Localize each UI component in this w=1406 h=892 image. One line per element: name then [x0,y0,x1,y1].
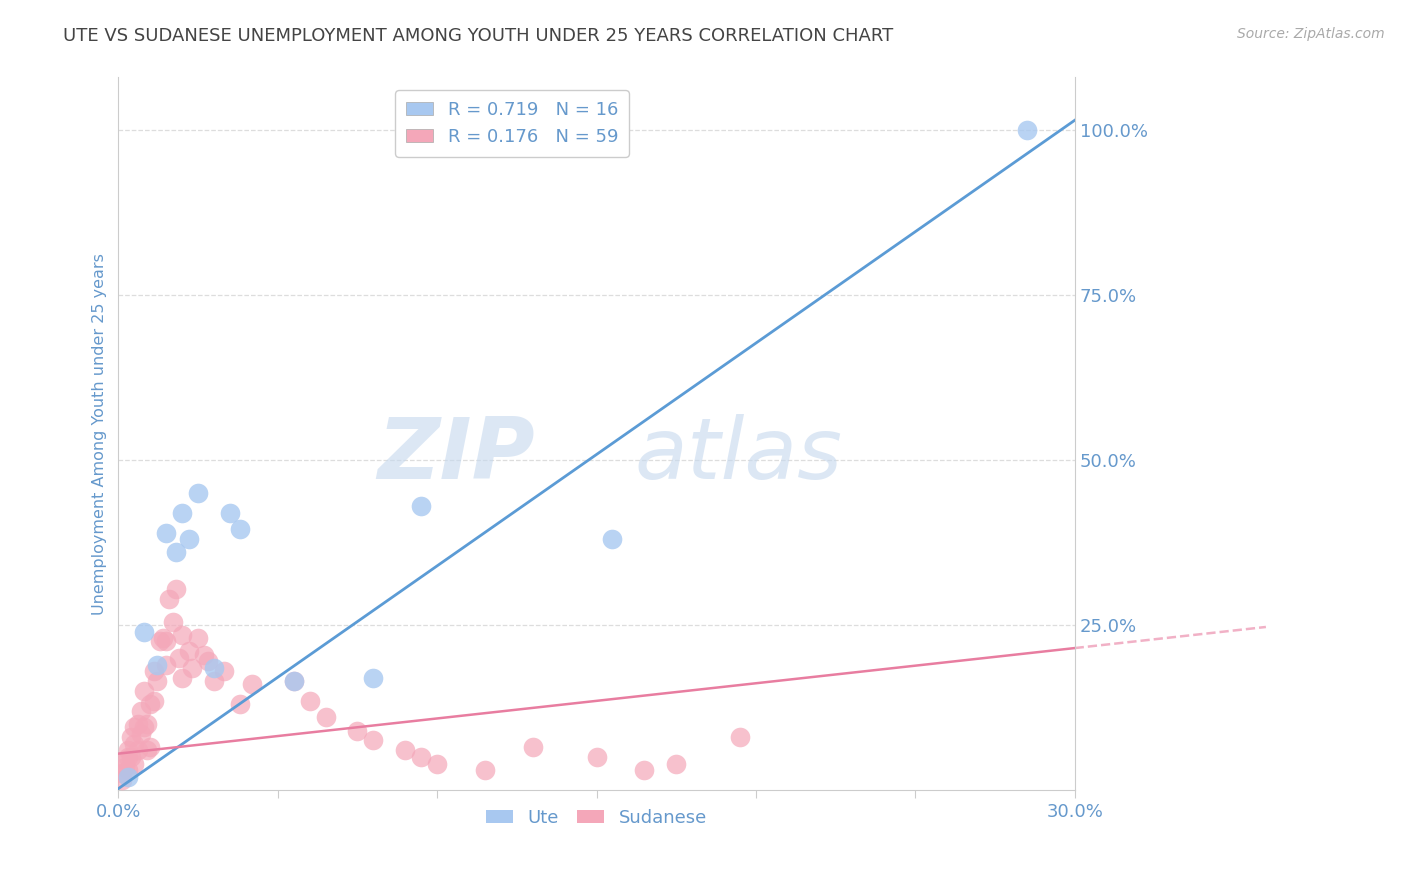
Point [240,677,263,691]
Point [111,772,134,787]
Point [142,664,165,678]
Point [522,739,544,754]
Point [152,631,174,645]
Point [426,756,449,771]
Point [411,500,433,514]
Point [111,766,134,780]
Point [155,657,177,672]
Point [155,634,177,648]
Point [124,756,146,771]
Point [761,795,783,809]
Point [228,522,250,536]
Point [177,533,200,547]
Point [120,750,142,764]
Point [117,763,139,777]
Point [212,664,235,678]
Point [202,661,225,675]
Point [165,545,187,559]
Point [162,615,184,629]
Point [172,506,194,520]
Point [132,624,155,639]
Point [394,743,416,757]
Point [1015,123,1038,137]
Point [219,506,242,520]
Point [120,730,142,744]
Text: UTE VS SUDANESE UNEMPLOYMENT AMONG YOUTH UNDER 25 YEARS CORRELATION CHART: UTE VS SUDANESE UNEMPLOYMENT AMONG YOUTH… [63,27,894,45]
Point [142,694,165,708]
Point [149,634,172,648]
Point [136,743,159,757]
Point [145,674,167,689]
Point [172,628,194,642]
Point [585,750,607,764]
Point [283,674,305,689]
Point [129,704,152,718]
Point [197,654,219,668]
Point [187,631,209,645]
Point [728,730,751,744]
Point [127,743,149,757]
Point [633,763,655,777]
Point [129,727,152,741]
Point [114,760,136,774]
Y-axis label: Unemployment Among Youth under 25 years: Unemployment Among Youth under 25 years [93,252,107,615]
Point [283,674,305,689]
Point [155,525,177,540]
Point [187,486,209,500]
Point [202,674,225,689]
Point [346,723,368,738]
Point [124,720,146,734]
Point [136,717,159,731]
Point [159,591,181,606]
Point [139,697,162,711]
Point [228,697,250,711]
Point [132,684,155,698]
Point [177,644,200,658]
Text: atlas: atlas [634,414,842,497]
Point [172,671,194,685]
Point [165,582,187,596]
Point [193,648,215,662]
Point [117,743,139,757]
Point [132,720,155,734]
Point [602,533,624,547]
Text: ZIP: ZIP [377,414,534,497]
Point [411,750,433,764]
Point [665,756,688,771]
Point [127,717,149,731]
Point [145,657,167,672]
Point [474,763,496,777]
Point [114,753,136,767]
Point [139,739,162,754]
Point [363,733,385,747]
Point [315,710,337,724]
Point [167,651,190,665]
Point [117,770,139,784]
Point [180,661,202,675]
Legend: Ute, Sudanese: Ute, Sudanese [479,802,714,834]
Text: Source: ZipAtlas.com: Source: ZipAtlas.com [1237,27,1385,41]
Point [117,750,139,764]
Point [298,694,321,708]
Point [124,737,146,751]
Point [363,671,385,685]
